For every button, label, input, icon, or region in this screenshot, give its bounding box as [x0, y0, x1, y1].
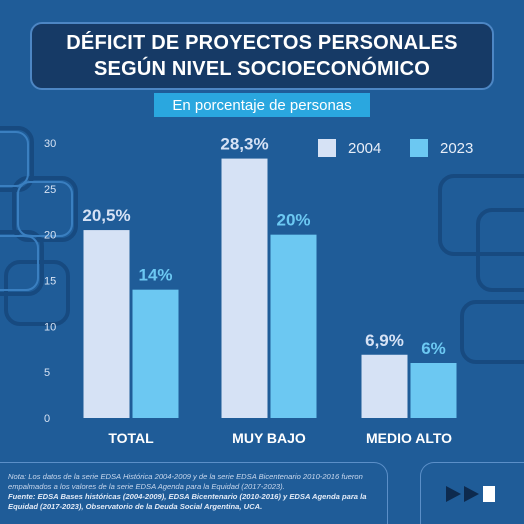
legend-item-2023: 2023	[410, 139, 473, 157]
footer-box	[0, 462, 388, 524]
data-label: 20%	[276, 211, 310, 230]
bar-2023-muy-bajo	[270, 234, 317, 418]
legend-swatch-2004	[318, 139, 336, 157]
data-label: 20,5%	[82, 206, 130, 225]
bar-2004-medio-alto	[361, 354, 408, 418]
x-category-label: MEDIO ALTO	[366, 430, 452, 446]
y-tick-label: 25	[44, 184, 56, 196]
data-label: 6,9%	[365, 331, 404, 350]
y-tick-label: 5	[44, 367, 50, 379]
chart-title-line-1: DÉFICIT DE PROYECTOS PERSONALES	[66, 32, 458, 54]
legend-label-2023: 2023	[440, 139, 474, 157]
data-label: 14%	[138, 266, 172, 285]
bar-2023-total	[132, 289, 179, 418]
chart-title-line-2: SEGÚN NIVEL SOCIOECONÓMICO	[94, 58, 430, 80]
legend-label-2004: 2004	[348, 139, 382, 157]
footer-source: Fuente: EDSA Bases históricas (2004-2009…	[8, 492, 367, 511]
legend-item-2004: 2004	[318, 139, 381, 157]
x-category-label: MUY BAJO	[232, 430, 306, 446]
legend-swatch-2023	[410, 139, 428, 157]
y-tick-label: 0	[44, 413, 50, 425]
footer-note: Nota: Los datos de la serie EDSA Históri…	[8, 472, 363, 491]
x-category-label: TOTAL	[108, 430, 154, 446]
chart-subtitle: En porcentaje de personas	[154, 93, 370, 117]
nav-box	[420, 462, 524, 524]
data-label: 6%	[421, 339, 446, 358]
y-tick-label: 10	[44, 321, 56, 333]
footer-notes: Nota: Los datos de la serie EDSA Históri…	[8, 472, 380, 512]
bar-2004-muy-bajo	[221, 158, 268, 419]
y-tick-label: 15	[44, 276, 56, 288]
data-label: 28,3%	[220, 135, 268, 154]
bar-2004-total	[83, 230, 130, 418]
y-tick-label: 20	[44, 230, 56, 242]
y-tick-label: 30	[44, 138, 56, 150]
play-forward-icon[interactable]	[446, 484, 500, 504]
title-box: DÉFICIT DE PROYECTOS PERSONALES SEGÚN NI…	[30, 22, 494, 90]
bar-2023-medio-alto	[410, 363, 457, 418]
